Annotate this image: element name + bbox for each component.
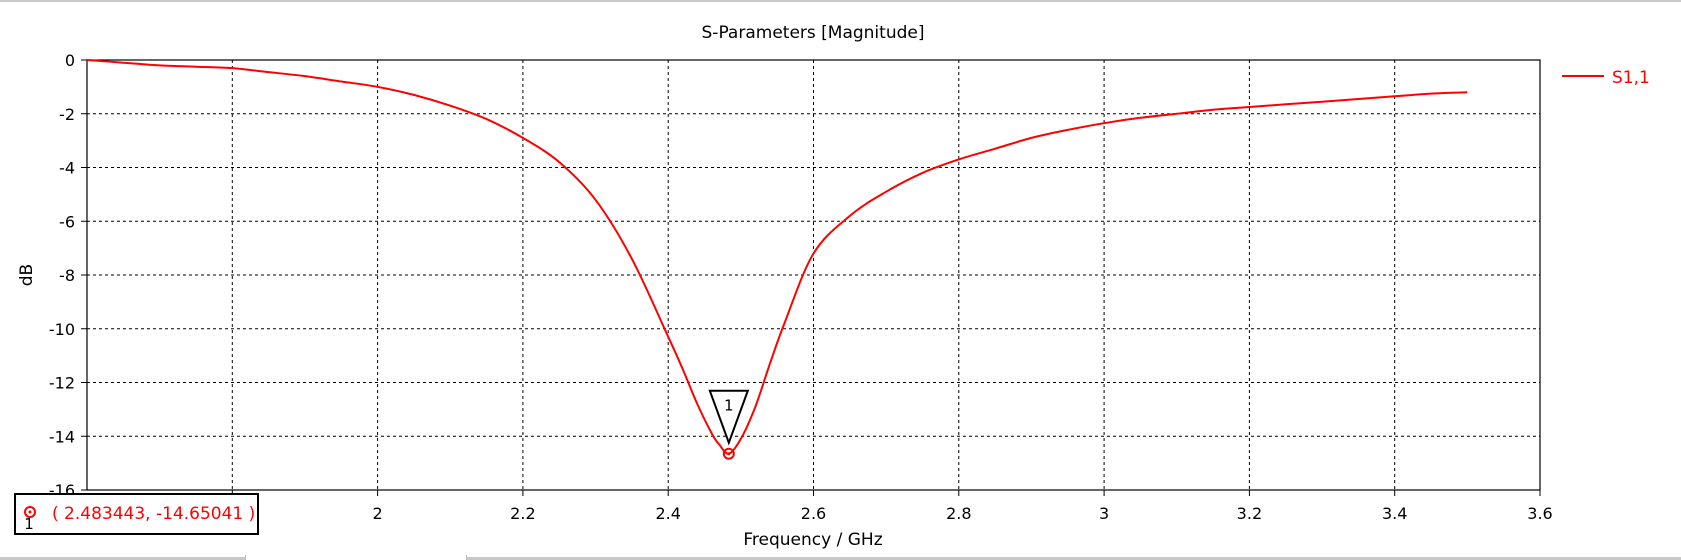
marker-readout[interactable]: 1 ( 2.483443, -14.65041 ) [14,493,259,535]
x-tick-label: 2 [373,504,383,523]
y-tick-label: -4 [59,159,75,178]
x-axis-title: Frequency / GHz [743,530,882,550]
x-tick-label: 2.8 [946,504,971,523]
y-tick-label: -12 [49,374,75,393]
x-tick-labels: 1.822.22.42.62.833.23.43.6 [220,490,1553,523]
y-tick-label: -8 [59,266,75,285]
legend-s11-label: S1,1 [1612,68,1650,88]
x-tick-label: 3.2 [1237,504,1262,523]
y-tick-labels: 0-2-4-6-8-10-12-14-16 [49,51,87,500]
y-tick-label: -2 [59,105,75,124]
legend: S1,1 [1562,68,1650,88]
grid [87,60,1540,490]
x-tick-label: 2.6 [801,504,826,523]
x-tick-label: 3.4 [1382,504,1407,523]
x-tick-label: 2.4 [655,504,680,523]
marker-point-icon [722,447,735,460]
bottom-tab[interactable] [245,555,467,560]
readout-value: ( 2.483443, -14.65041 ) [52,504,255,524]
chart-title: S-Parameters [Magnitude] [702,23,925,43]
marker-label: 1 [724,397,734,415]
readout-marker-dot [28,510,32,514]
plot-area [86,59,1541,491]
readout-marker-icon [24,506,36,518]
marker-center-dot [727,452,731,456]
y-tick-label: -14 [49,427,75,446]
x-tick-label: 3 [1099,504,1109,523]
y-tick-label: 0 [65,51,75,70]
marker-1[interactable]: 1 [708,389,750,460]
x-tick-label: 3.6 [1527,504,1552,523]
y-axis-title: dB [17,264,37,286]
y-tick-label: -10 [49,320,75,339]
y-tick-label: -6 [59,212,75,231]
series-s11-line [86,59,1468,455]
readout-marker-id: 1 [24,515,34,533]
x-tick-label: 2.2 [510,504,535,523]
marker-triangle-icon [708,389,750,446]
marker-readout-box [14,493,259,535]
